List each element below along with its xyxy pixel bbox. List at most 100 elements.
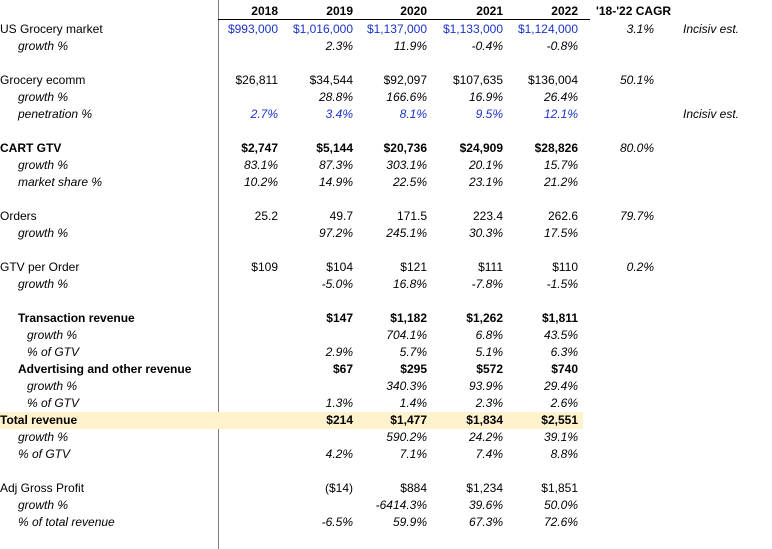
row-label[interactable]: growth % [18,498,69,512]
cell[interactable]: 2.7% [250,107,278,121]
cell[interactable]: 16.8% [392,277,427,291]
cell[interactable]: 30.3% [468,226,503,240]
year-header[interactable]: 2020 [400,4,427,18]
row-label[interactable]: GTV per Order [0,260,80,274]
cell[interactable]: 39.6% [468,498,503,512]
cell[interactable]: 43.5% [543,328,578,342]
cell[interactable]: 22.5% [392,175,427,189]
row-label[interactable]: % of GTV [27,396,80,410]
cell[interactable]: -7.8% [471,277,503,291]
cell[interactable]: 590.2% [386,430,427,444]
cagr-cell[interactable]: 50.1% [619,73,654,87]
cell[interactable]: $884 [400,481,427,495]
cell[interactable]: $26,811 [235,73,279,87]
cell[interactable]: -0.4% [471,39,503,53]
row-label[interactable]: growth % [18,39,69,53]
cell[interactable]: 21.2% [543,175,578,189]
cell[interactable]: $1,262 [466,311,503,325]
cell[interactable]: $5,144 [316,141,353,155]
cell[interactable]: $147 [326,311,353,325]
cell[interactable]: 7.1% [399,447,427,461]
cell[interactable]: 39.1% [543,430,578,444]
cagr-header[interactable]: '18-'22 CAGR [596,4,672,18]
year-header[interactable]: 2019 [326,4,353,18]
cagr-cell[interactable]: 3.1% [626,22,654,36]
cell[interactable]: 2.3% [475,396,503,410]
cell[interactable]: $1,834 [466,413,503,427]
cell[interactable]: $107,635 [452,73,503,87]
cell[interactable]: 23.1% [468,175,503,189]
cell[interactable]: $1,234 [466,481,503,495]
row-label[interactable]: growth % [18,277,69,291]
cell[interactable]: 8.8% [550,447,578,461]
cell[interactable]: 20.1% [468,158,503,172]
row-label[interactable]: growth % [27,379,78,393]
year-header[interactable]: 2022 [551,4,578,18]
cell[interactable]: 12.1% [543,107,578,121]
cell[interactable]: 59.9% [392,515,427,529]
row-label[interactable]: % of GTV [18,447,71,461]
cell[interactable]: $1,137,000 [366,22,427,36]
cell[interactable]: 6.8% [475,328,503,342]
row-label[interactable]: growth % [18,430,69,444]
cell[interactable]: -6414.3% [375,498,427,512]
cell[interactable]: 3.4% [325,107,353,121]
cell[interactable]: 262.6 [547,209,578,223]
cell[interactable]: 7.4% [475,447,503,461]
cell[interactable]: 2.3% [325,39,353,53]
cell[interactable]: $111 [478,260,503,274]
cell[interactable]: 9.5% [475,107,503,121]
cell[interactable]: 6.3% [550,345,578,359]
cell[interactable]: $1,016,000 [292,22,353,36]
cell[interactable]: 87.3% [318,158,353,172]
cell[interactable]: $20,736 [383,141,427,155]
cell[interactable]: 166.6% [386,90,427,104]
cell[interactable]: 50.0% [543,498,578,512]
row-label[interactable]: penetration % [18,107,93,121]
cell[interactable]: 97.2% [318,226,353,240]
cell[interactable]: 83.1% [243,158,278,172]
cell[interactable]: 24.2% [468,430,503,444]
row-label[interactable]: growth % [27,328,78,342]
cell[interactable]: 2.9% [325,345,353,359]
cell[interactable]: $1,851 [541,481,578,495]
cell[interactable]: $2,747 [241,141,278,155]
cell[interactable]: $1,477 [390,413,427,427]
cell[interactable]: 25.2 [254,209,278,223]
cell[interactable]: $136,004 [527,73,578,87]
row-label[interactable]: Total revenue [0,413,78,427]
cell[interactable]: $67 [332,362,353,376]
row-label[interactable]: Adj Gross Profit [0,481,85,495]
row-label[interactable]: Grocery ecomm [0,73,86,87]
cell[interactable]: $110 [552,260,578,274]
row-label[interactable]: growth % [18,226,69,240]
cell[interactable]: 171.5 [396,209,427,223]
cell[interactable]: $740 [551,362,578,376]
cell[interactable]: $1,133,000 [442,22,503,36]
cell[interactable]: 72.6% [543,515,578,529]
cell[interactable]: 2.6% [550,396,578,410]
cell[interactable]: 28.8% [318,90,353,104]
cell[interactable]: 5.1% [475,345,503,359]
cell[interactable]: 223.4 [472,209,503,223]
cell[interactable]: 340.3% [386,379,427,393]
row-label[interactable]: market share % [18,175,103,189]
cell[interactable]: $1,182 [390,311,427,325]
cell[interactable]: $214 [326,413,353,427]
row-label[interactable]: % of GTV [27,345,80,359]
row-label[interactable]: Transaction revenue [18,311,135,325]
row-label[interactable]: CART GTV [0,141,62,155]
cell[interactable]: 4.2% [325,447,353,461]
row-label[interactable]: growth % [18,158,69,172]
cell[interactable]: 1.3% [325,396,353,410]
cell[interactable]: 29.4% [543,379,578,393]
row-label[interactable]: % of total revenue [18,515,115,529]
cell[interactable]: -1.5% [546,277,578,291]
cell[interactable]: $121 [400,260,427,274]
cell[interactable]: 14.9% [318,175,353,189]
cell[interactable]: $34,544 [309,73,353,87]
note-cell[interactable]: Incisiv est. [683,107,740,121]
cell[interactable]: $28,826 [534,141,578,155]
cell[interactable]: 245.1% [386,226,427,240]
cagr-cell[interactable]: 0.2% [626,260,654,274]
